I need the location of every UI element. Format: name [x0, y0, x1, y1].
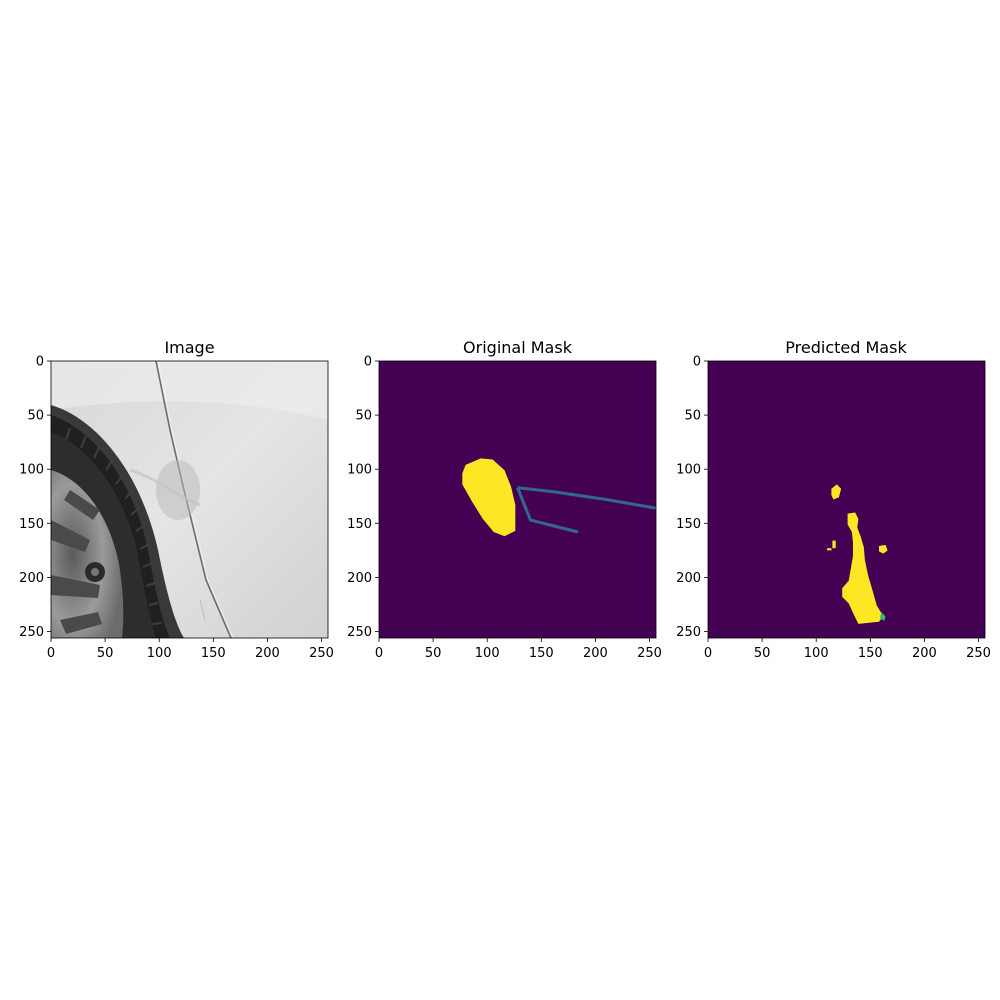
y-tick-label: 0 — [36, 355, 44, 370]
y-tick-label: 150 — [347, 517, 372, 532]
y-tick-label: 100 — [347, 463, 372, 478]
y-tick-label: 250 — [347, 625, 372, 640]
panel-title: Predicted Mask — [785, 338, 907, 357]
mask-regions — [462, 458, 657, 537]
mask-region-class-1 — [879, 544, 888, 554]
mask-region-class-1 — [827, 548, 832, 551]
y-tick-label: 150 — [676, 517, 701, 532]
y-tick-label: 0 — [693, 355, 701, 370]
x-tick-label: 50 — [754, 646, 771, 661]
y-tick-label: 200 — [347, 571, 372, 586]
x-tick-label: 250 — [309, 646, 334, 661]
y-tick-label: 0 — [364, 355, 372, 370]
x-tick-label: 150 — [201, 646, 226, 661]
axes-frame — [707, 360, 986, 639]
x-tick-label: 0 — [47, 646, 55, 661]
mask-regions — [827, 484, 888, 624]
y-tick-label: 100 — [19, 463, 44, 478]
y-tick-label: 150 — [19, 517, 44, 532]
y-tick-label: 50 — [355, 409, 372, 424]
x-tick-label: 250 — [637, 646, 662, 661]
x-tick-label: 200 — [912, 646, 937, 661]
panel-image: Image — [19, 338, 334, 661]
mask-region-class-1 — [842, 512, 884, 624]
panel-title: Image — [164, 338, 214, 357]
x-tick-label: 50 — [97, 646, 114, 661]
y-tick-label: 100 — [676, 463, 701, 478]
mask-region-edge — [880, 612, 886, 621]
panel-predicted-mask: Predicted Mask 0 50 100 150 200 2500501001502… — [676, 338, 991, 661]
y-tick-label: 200 — [676, 571, 701, 586]
x-tick-label: 150 — [858, 646, 883, 661]
mask-region-class-1 — [831, 484, 842, 500]
panel-title: Original Mask — [463, 338, 573, 357]
x-tick-label: 100 — [475, 646, 500, 661]
y-tick-label: 50 — [684, 409, 701, 424]
x-tick-label: 200 — [255, 646, 280, 661]
mask-region-class-1 — [832, 540, 836, 549]
panel-original-mask: Original Mask 0 50 100 150 200 25005010015020… — [347, 338, 662, 661]
axes-frame — [50, 360, 329, 639]
mask-region-class-1 — [462, 458, 516, 537]
x-tick-label: 150 — [529, 646, 554, 661]
x-tick-label: 250 — [966, 646, 991, 661]
y-tick-label: 250 — [19, 625, 44, 640]
x-tick-label: 200 — [583, 646, 608, 661]
x-tick-label: 50 — [425, 646, 442, 661]
x-tick-label: 0 — [375, 646, 383, 661]
axes-frame — [378, 360, 657, 639]
y-tick-label: 250 — [676, 625, 701, 640]
y-tick-label: 50 — [27, 409, 44, 424]
y-tick-label: 200 — [19, 571, 44, 586]
x-tick-label: 100 — [147, 646, 172, 661]
photo — [51, 361, 328, 638]
mask-region-class-2 — [516, 487, 579, 534]
x-tick-label: 100 — [804, 646, 829, 661]
mask-region-class-2 — [517, 486, 657, 510]
x-tick-label: 0 — [704, 646, 712, 661]
